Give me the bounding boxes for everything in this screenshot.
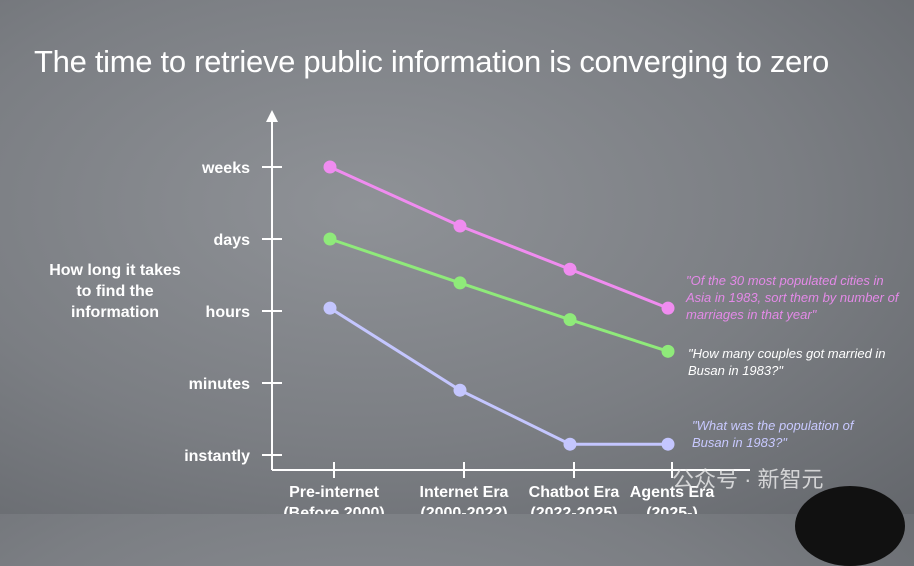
- x-tick-label: (2022-2025): [530, 505, 617, 514]
- y-tick-label: minutes: [189, 376, 250, 393]
- x-tick-label: (2000-2022): [420, 505, 507, 514]
- series-line-1: [329, 237, 669, 353]
- x-tick-label: Internet Era: [420, 484, 509, 501]
- x-tick-label: Agents Era: [630, 484, 715, 501]
- data-point: [661, 301, 675, 315]
- y-tick-label: instantly: [184, 448, 250, 465]
- audience-head: [795, 486, 905, 566]
- y-tick-label: days: [214, 232, 251, 249]
- x-tick-label: Chatbot Era: [529, 484, 620, 501]
- data-point: [323, 232, 337, 246]
- y-axis-label: How long it takes to find the informatio…: [49, 262, 181, 321]
- annotation-purple: "What was the population of Busan in 198…: [692, 418, 854, 450]
- line-chart: instantly minutes hours days weeks Pre-intern…: [184, 110, 715, 514]
- slide-title: The time to retrieve public information …: [34, 44, 829, 79]
- data-point: [453, 219, 467, 233]
- annotation-green: "How many couples got married in Busan i…: [688, 346, 886, 378]
- data-point: [323, 160, 337, 174]
- data-point: [563, 313, 577, 327]
- watermark: 公众号 · 新智元: [672, 467, 824, 492]
- y-tick-label: hours: [206, 304, 251, 321]
- data-point: [453, 276, 467, 290]
- y-axis-arrow: [266, 110, 278, 122]
- x-tick-label: (Before 2000): [283, 505, 384, 514]
- data-point: [453, 383, 467, 397]
- x-tick-label: Pre-internet: [289, 484, 379, 501]
- series-line-0: [329, 165, 669, 310]
- data-point: [563, 262, 577, 276]
- y-tick-label: weeks: [201, 160, 250, 177]
- data-point: [323, 301, 337, 315]
- data-point: [563, 437, 577, 451]
- data-point: [661, 437, 675, 451]
- data-point: [661, 344, 675, 358]
- x-tick-label: (2025-): [646, 505, 698, 514]
- annotation-pink: "Of the 30 most populated cities in Asia…: [686, 273, 899, 322]
- series-line-2: [329, 306, 668, 446]
